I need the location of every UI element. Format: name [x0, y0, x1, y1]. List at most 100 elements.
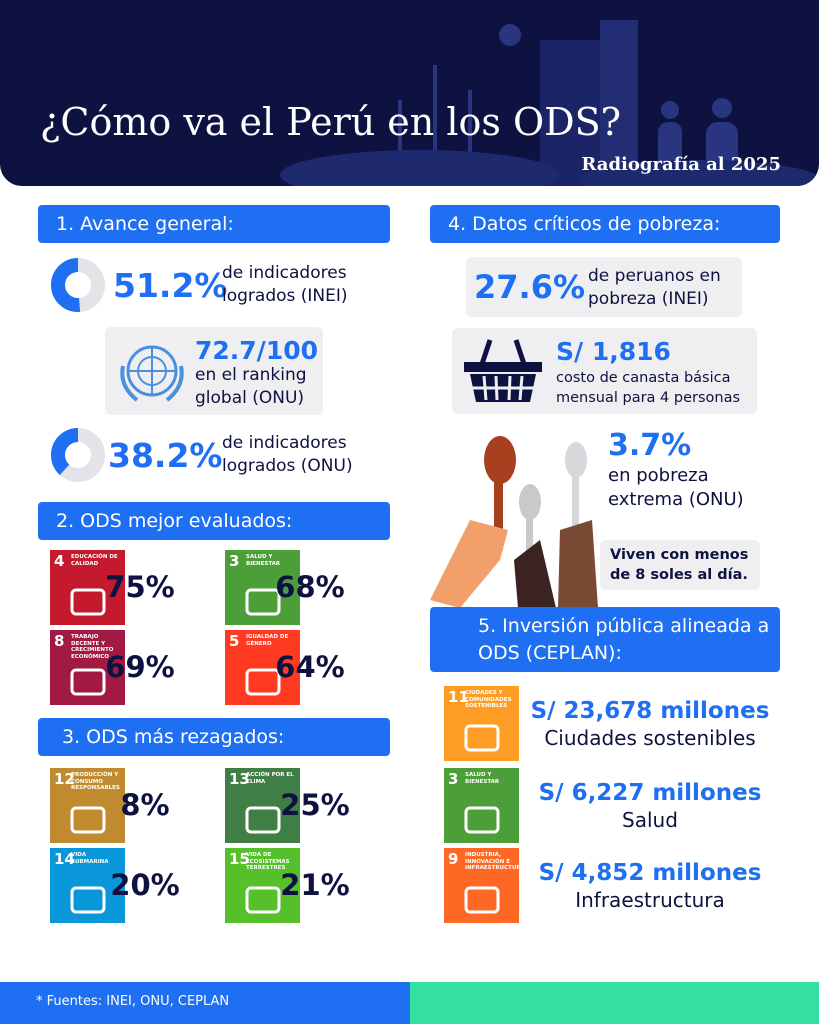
sdg-number: 4	[54, 552, 65, 570]
tile-icon	[70, 886, 106, 914]
sdg-name: SALUD Y BIENESTAR	[246, 554, 281, 567]
sdg-number: 13	[229, 770, 250, 788]
icon-shape	[70, 668, 106, 696]
sdg-tile: 13 ACCIÓN POR EL CLIMA	[225, 768, 300, 843]
icon-shape	[245, 668, 281, 696]
sdg-name: IGUALDAD DE GÉNERO	[246, 634, 289, 647]
sdg-number: 3	[448, 770, 459, 788]
stat-value: S/ 1,816	[556, 337, 671, 366]
sdg-name: SALUD Y BIENESTAR	[465, 772, 500, 785]
sdg-name: VIDA DE ECOSISTEMAS TERRESTRES	[246, 852, 290, 871]
footer-bar	[0, 982, 410, 1024]
investment-label: Infraestructura	[575, 888, 725, 912]
sdg-tile: 12 PRODUCCIÓN Y CONSUMO RESPONSABLES	[50, 768, 125, 843]
tile-icon	[245, 886, 281, 914]
tile-icon	[245, 806, 281, 834]
sdg-number: 11	[448, 688, 469, 706]
sdg-number: 9	[448, 850, 459, 868]
tile-icon	[70, 668, 106, 696]
un-logo	[120, 345, 184, 402]
icon-shape	[245, 588, 281, 616]
sdg-number: 8	[54, 632, 65, 650]
header-illustration	[280, 20, 819, 186]
sdg-number: 12	[54, 770, 75, 788]
stat-text: costo de canasta básica mensual para 4 p…	[556, 370, 741, 406]
sdg-percent: 68%	[275, 570, 345, 604]
sdg-name: ACCIÓN POR EL CLIMA	[246, 772, 294, 785]
icon-shape	[70, 806, 106, 834]
sdg-tile: 15 VIDA DE ECOSISTEMAS TERRESTRES	[225, 848, 300, 923]
icon-shape	[245, 806, 281, 834]
stat-text: en pobreza extrema (ONU)	[608, 465, 744, 510]
sdg-tile: 3 SALUD Y BIENESTAR	[444, 768, 519, 843]
sdg-tile: 5 IGUALDAD DE GÉNERO	[225, 630, 300, 705]
donut	[51, 428, 105, 482]
stat-text: en el ranking global (ONU)	[195, 365, 307, 408]
sdg-percent: 69%	[105, 650, 175, 684]
sdg-tile: 11 CIUDADES Y COMUNIDADES SOSTENIBLES	[444, 686, 519, 761]
sdg-percent: 20%	[110, 868, 180, 902]
tile-icon	[245, 588, 281, 616]
investment-amount: S/ 6,227 millones	[538, 780, 762, 806]
basket-icon	[464, 339, 542, 402]
icon-shape	[464, 806, 500, 834]
sdg-percent: 64%	[275, 650, 345, 684]
stat-text: de indicadores logrados (ONU)	[222, 433, 353, 476]
sdg-name: TRABAJO DECENTE Y CRECIMIENTO ECONÓMICO	[71, 634, 114, 660]
footer-bar	[410, 982, 819, 1024]
investment-amount: S/ 23,678 millones	[530, 698, 770, 724]
sdg-tile: 3 SALUD Y BIENESTAR	[225, 550, 300, 625]
sdg-number: 14	[54, 850, 75, 868]
investment-label: Ciudades sostenibles	[544, 726, 756, 750]
icon-shape	[464, 886, 500, 914]
note: Viven con menos de 8 soles al día.	[600, 540, 760, 590]
title: ¿Cómo va el Perú en los ODS?	[40, 100, 621, 144]
sdg-tile: 8 TRABAJO DECENTE Y CRECIMIENTO ECONÓMICO	[50, 630, 125, 705]
sdg-number: 3	[229, 552, 240, 570]
header: ¿Cómo va el Perú en los ODS? Radiografía…	[0, 0, 819, 186]
sdg-percent: 8%	[120, 788, 170, 822]
sdg-number: 5	[229, 632, 240, 650]
stat-value: 51.2%	[113, 266, 228, 305]
sdg-name: EDUCACIÓN DE CALIDAD	[71, 554, 118, 567]
sdg-tile: 4 EDUCACIÓN DE CALIDAD	[50, 550, 125, 625]
footer: * Fuentes: INEI, ONU, CEPLAN	[36, 994, 230, 1009]
tile-icon	[245, 668, 281, 696]
stat-box	[466, 257, 742, 317]
tile-icon	[464, 886, 500, 914]
sdg-name: CIUDADES Y COMUNIDADES SOSTENIBLES	[465, 690, 512, 709]
donut	[51, 258, 105, 312]
tile-icon	[70, 806, 106, 834]
stat-value: 27.6%	[474, 268, 586, 306]
tile-icon	[464, 806, 500, 834]
sdg-number: 15	[229, 850, 250, 868]
donut-arc	[51, 258, 105, 312]
section-heading: 2. ODS mejor evaluados:	[38, 502, 390, 540]
icon-shape	[70, 886, 106, 914]
subtitle: Radiografía al 2025	[581, 154, 781, 175]
sdg-percent: 25%	[280, 788, 350, 822]
stat-text: de peruanos en pobreza (INEI)	[588, 266, 721, 309]
icon-shape	[464, 724, 500, 752]
stat-value: 3.7%	[608, 428, 692, 463]
section-heading: 1. Avance general:	[38, 205, 390, 243]
section-heading: 3. ODS más rezagados:	[38, 718, 390, 756]
sdg-name: VIDA SUBMARINA	[71, 852, 109, 865]
tile-icon	[464, 724, 500, 752]
sdg-name: INDUSTRIA, INNOVACIÓN E INFRAESTRUCTURA	[465, 852, 525, 871]
stat-text: de indicadores logrados (INEI)	[222, 263, 348, 306]
section-heading: 5. Inversión pública alineada a ODS (CEP…	[430, 607, 780, 672]
sdg-tile: 9 INDUSTRIA, INNOVACIÓN E INFRAESTRUCTURA	[444, 848, 525, 923]
section-heading: 4. Datos críticos de pobreza:	[430, 205, 780, 243]
investment-label: Salud	[622, 808, 678, 832]
sdg-percent: 75%	[105, 570, 175, 604]
stat-value: 38.2%	[108, 436, 223, 475]
tile-icon	[70, 588, 106, 616]
stat-value: 72.7/100	[195, 336, 318, 365]
icon-shape	[245, 886, 281, 914]
spoons-illustration	[430, 436, 598, 608]
sdg-percent: 21%	[280, 868, 350, 902]
icon-shape	[70, 588, 106, 616]
investment-amount: S/ 4,852 millones	[538, 860, 762, 886]
